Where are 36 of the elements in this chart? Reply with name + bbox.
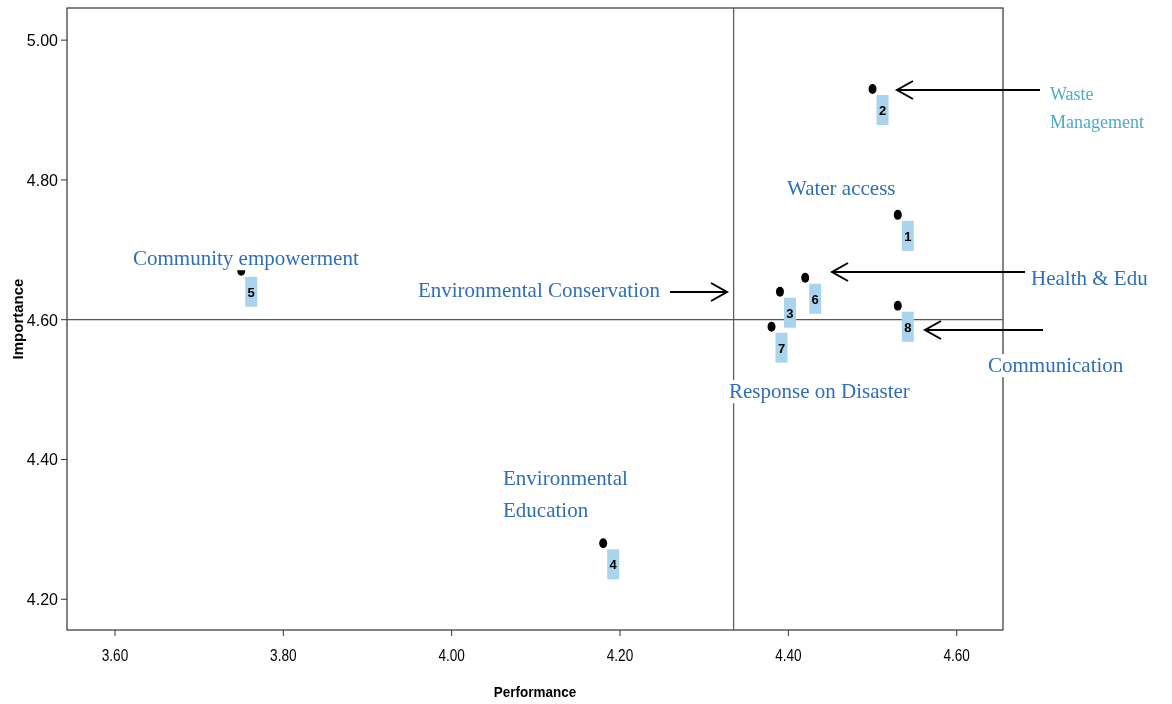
y-tick-label: 4.80 [26, 171, 59, 189]
annotation: 1 [904, 228, 912, 244]
annotation: 2 [878, 103, 887, 119]
x-tick-label: 4.40 [775, 646, 802, 665]
annotation: Communication [988, 353, 1124, 377]
y-axis-title: Importance [9, 278, 26, 360]
x-tick-label: 3.60 [101, 646, 129, 665]
annotation: Environmental Education [503, 466, 628, 522]
annotation: 6 [811, 291, 819, 307]
annotation: 8 [904, 319, 912, 335]
point [775, 286, 784, 297]
y-tick-label: 4.40 [26, 451, 59, 469]
annotation: 5 [247, 284, 255, 300]
x-tick-label: 4.00 [438, 646, 465, 665]
x-axis-title: Performance [493, 683, 577, 701]
x-tick-label: 4.20 [606, 646, 634, 665]
y-tick-label: 4.20 [26, 591, 59, 609]
annotation: 4 [609, 557, 618, 573]
annotation: Water access [787, 176, 896, 200]
point [868, 84, 877, 95]
point [599, 538, 608, 549]
x-tick-label: 3.80 [270, 646, 297, 665]
point [893, 300, 902, 311]
point [893, 209, 902, 220]
x-tick-label: 4.60 [943, 646, 970, 665]
text: Waste Management [1050, 84, 1144, 132]
annotation: 7 [777, 340, 786, 356]
annotation: Community empowerment [133, 246, 359, 270]
point [767, 321, 776, 332]
point [801, 272, 810, 283]
y-tick-label: 4.60 [26, 311, 59, 329]
text: Health & Edu [1031, 266, 1149, 290]
annotation: Response on Disaster [729, 379, 910, 403]
y-tick-label: 5.00 [26, 32, 59, 50]
annotation: 3 [786, 305, 794, 321]
annotation: Environmental Conservation [417, 278, 661, 302]
